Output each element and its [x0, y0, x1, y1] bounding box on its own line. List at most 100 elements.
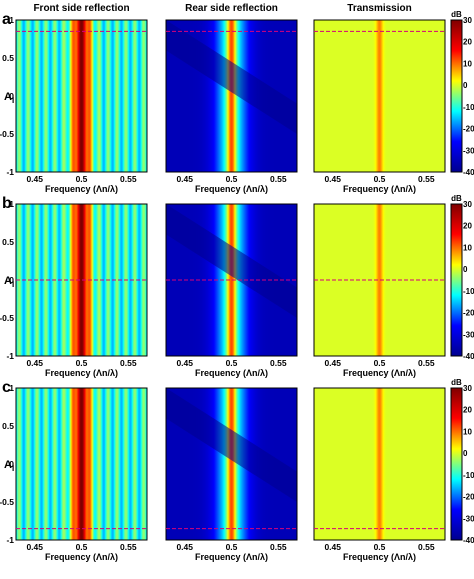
x-tick-label: 0.5 [76, 358, 88, 368]
x-tick-label: 0.5 [226, 542, 238, 552]
heatmap-cells [16, 388, 147, 540]
x-tick-label: 0.45 [176, 542, 193, 552]
y-tick-label: 0 [9, 275, 14, 285]
colorbar-tick-label: -10 [463, 103, 474, 112]
y-tick-label: -1 [6, 535, 14, 545]
colorbar-tick-label: -30 [463, 146, 474, 155]
x-axis-label: Frequency (Λn/λ) [195, 184, 268, 194]
row-label: c [2, 379, 11, 396]
colorbar-tick-label: 20 [463, 406, 472, 415]
x-tick-label: 0.5 [374, 174, 386, 184]
colorbar-tick-label: 20 [463, 38, 472, 47]
y-tick-label: 1 [9, 15, 14, 25]
colorbar-tick-label: -40 [463, 352, 474, 361]
y-tick-label: -0.5 [0, 129, 14, 139]
x-tick-label: 0.45 [324, 358, 341, 368]
x-axis-label: Frequency (Λn/λ) [343, 184, 416, 194]
colorbar-tick-label: -10 [463, 471, 474, 480]
column-title: Transmission [347, 3, 411, 14]
x-axis-label: Frequency (Λn/λ) [343, 368, 416, 378]
x-tick-label: 0.55 [120, 174, 137, 184]
panel-frame [165, 387, 298, 541]
colorbar-tick-label: 10 [463, 59, 472, 68]
colorbar-tick-label: 10 [463, 427, 472, 436]
y-tick-label: 1 [9, 199, 14, 209]
x-tick-label: 0.5 [374, 358, 386, 368]
x-tick-label: 0.55 [418, 542, 435, 552]
colorbar-tick-label: -20 [463, 125, 474, 134]
colorbar-tick-label: -40 [463, 536, 474, 545]
panel-frame [15, 387, 148, 541]
heatmap-shadow [166, 388, 297, 502]
y-axis-label-sub: I [12, 464, 14, 473]
y-tick-label: -1 [6, 351, 14, 361]
y-axis-label-sub: I [12, 96, 14, 105]
colorbar-gradient [450, 387, 463, 541]
y-tick-label: -0.5 [0, 313, 14, 323]
panel-frame [313, 387, 446, 541]
x-axis-label: Frequency (Λn/λ) [195, 368, 268, 378]
heatmap-shadow [166, 20, 297, 134]
colorbar-unit: dB [451, 194, 462, 203]
panel-frame [15, 19, 148, 173]
y-axis-label: AI [4, 459, 14, 473]
colorbar-tick-label: 0 [463, 449, 468, 458]
heatmap-shadow [166, 204, 297, 318]
colorbar-unit: dB [451, 378, 462, 387]
x-tick-label: 0.45 [176, 358, 193, 368]
colorbar-gradient [450, 19, 463, 173]
colorbar-tick-label: 20 [463, 222, 472, 231]
colorbar-gradient [450, 203, 463, 357]
panel-frame [313, 19, 446, 173]
y-tick-label: 0.5 [2, 53, 14, 63]
x-tick-label: 0.55 [120, 358, 137, 368]
x-axis-label: Frequency (Λn/λ) [45, 184, 118, 194]
y-tick-label: 1 [9, 383, 14, 393]
y-axis-label: AI [4, 275, 14, 289]
x-tick-label: 0.45 [26, 542, 43, 552]
x-tick-label: 0.45 [26, 174, 43, 184]
y-axis-label: AI [4, 91, 14, 105]
x-axis-label: Frequency (Λn/λ) [195, 552, 268, 562]
y-axis-label-main: A [4, 91, 12, 103]
colorbar-tick-label: -30 [463, 514, 474, 523]
y-tick-label: 0.5 [2, 421, 14, 431]
x-tick-label: 0.45 [324, 542, 341, 552]
colorbar-tick-label: -20 [463, 493, 474, 502]
colorbar-tick-label: -10 [463, 287, 474, 296]
x-tick-label: 0.45 [324, 174, 341, 184]
x-tick-label: 0.5 [374, 542, 386, 552]
y-tick-label: -0.5 [0, 497, 14, 507]
y-tick-label: 0 [9, 459, 14, 469]
row-label: b [2, 195, 12, 212]
x-axis-label: Frequency (Λn/λ) [343, 552, 416, 562]
x-tick-label: 0.5 [76, 542, 88, 552]
x-tick-label: 0.45 [26, 358, 43, 368]
colorbar-tick-label: 0 [463, 81, 468, 90]
x-tick-label: 0.55 [418, 174, 435, 184]
y-tick-label: -1 [6, 167, 14, 177]
colorbar-tick-label: -20 [463, 309, 474, 318]
x-tick-label: 0.45 [176, 174, 193, 184]
colorbar-tick-label: 30 [463, 200, 472, 209]
colorbar-tick-label: -30 [463, 330, 474, 339]
colorbar-tick-label: 0 [463, 265, 468, 274]
y-tick-label: 0.5 [2, 237, 14, 247]
y-axis-label-main: A [4, 275, 12, 287]
colorbar-tick-label: -40 [463, 168, 474, 177]
colorbar-unit: dB [451, 10, 462, 19]
